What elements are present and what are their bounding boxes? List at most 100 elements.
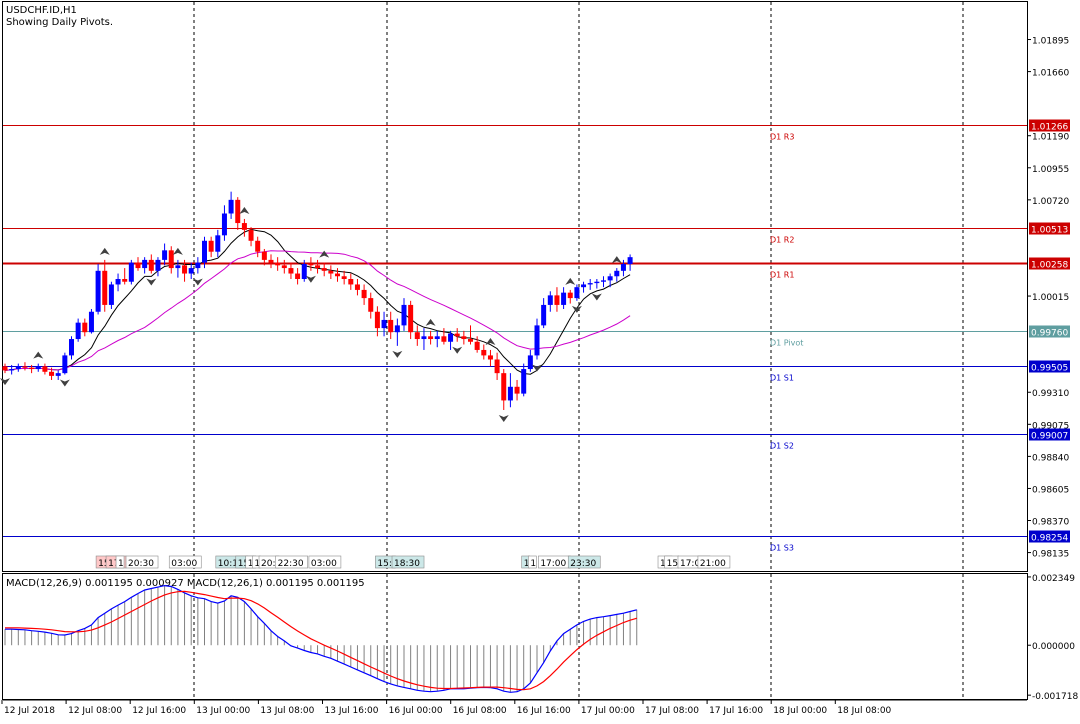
candle-bear — [487, 355, 493, 360]
candle-bull — [228, 199, 234, 214]
candle-bull — [202, 240, 207, 263]
session-label-box — [308, 555, 342, 569]
pivot-price-text: 0.98254 — [1031, 534, 1068, 544]
y-axis-tick-label: 0.99310 — [1032, 389, 1069, 399]
session-label-box — [697, 555, 731, 569]
session-label-text: 20:30 — [128, 559, 154, 569]
candle-bear — [414, 332, 420, 340]
pivot-price-text: 0.99760 — [1031, 329, 1068, 339]
pivot-name-label: D1 R1 — [770, 271, 794, 280]
macd-y-axis-tick-label: 0.000000 — [1032, 642, 1075, 652]
macd-signal-line — [5, 590, 637, 691]
x-axis-tick-label: 18 Jul 08:00 — [837, 706, 891, 716]
candle-bull — [9, 369, 15, 371]
candle-bull — [587, 283, 593, 285]
fractal-down-marker — [392, 350, 403, 358]
candle-bull — [188, 268, 194, 274]
candle-bear — [514, 386, 520, 394]
y-axis-tick-label: 1.00720 — [1032, 197, 1069, 207]
candle-bear — [441, 336, 447, 342]
pivot-price-text: 0.99505 — [1031, 364, 1068, 374]
x-axis-tick-label: 16 Jul 16:00 — [517, 706, 571, 716]
session-label-box — [567, 555, 601, 569]
candle-bear — [567, 292, 573, 299]
candle-bull — [581, 284, 587, 288]
x-axis-tick-label: 12 Jul 08:00 — [68, 706, 122, 716]
session-label-text: 23:30 — [570, 559, 596, 569]
candle-bull — [401, 304, 407, 326]
fractal-down-marker — [591, 293, 602, 301]
candle-bear — [501, 373, 507, 401]
candle-bear — [2, 366, 8, 371]
y-axis-tick-label: 1.00955 — [1032, 165, 1069, 175]
candle-bear — [368, 298, 374, 312]
candle-bear — [341, 276, 347, 279]
candle-bull — [95, 270, 101, 312]
macd-indicator-label: MACD(12,26,9) 0.001195 0.000927 MACD(12,… — [6, 578, 365, 589]
candle-bear — [454, 333, 460, 337]
candle-bear — [408, 304, 414, 333]
pivot-price-tag — [1029, 222, 1070, 235]
candle-bull — [547, 295, 553, 305]
fractal-up-marker — [485, 337, 496, 345]
x-axis-tick-label: 16 Jul 00:00 — [389, 706, 443, 716]
candle-bull — [574, 287, 580, 299]
macd-y-axis-tick-label: 0.002349 — [1032, 574, 1075, 584]
candle-bear — [494, 359, 500, 374]
fractal-up-marker — [319, 250, 330, 258]
candle-bull — [221, 213, 227, 236]
fractal-down-marker — [192, 278, 203, 286]
candle-bull — [108, 284, 114, 305]
chart-symbol-title: USDCHF.ID,H1 — [6, 5, 77, 16]
macd-plot-frame — [2, 573, 1028, 700]
candle-bull — [534, 325, 540, 356]
session-label-box — [168, 555, 202, 569]
session-label-text: 15 — [667, 559, 678, 569]
candle-bull — [607, 276, 613, 281]
pivot-price-text: 0.99007 — [1031, 432, 1068, 442]
candle-bear — [235, 199, 241, 224]
candle-bear — [328, 270, 334, 274]
y-axis-tick-label: 1.01660 — [1032, 69, 1069, 79]
candle-bull — [175, 265, 181, 269]
main-plot-frame — [2, 1, 1028, 572]
candle-bear — [308, 263, 314, 266]
pivot-name-label: D1 S1 — [770, 374, 794, 383]
fractal-down-marker — [305, 275, 316, 283]
candle-bull — [541, 304, 547, 326]
candle-bear — [29, 367, 35, 370]
candle-bull — [394, 325, 400, 333]
y-axis-tick-label: 0.99075 — [1032, 421, 1069, 431]
candle-bear — [374, 311, 380, 329]
chart-subtitle: Showing Daily Pivots. — [6, 17, 113, 28]
candle-bull — [75, 322, 81, 340]
session-label-box — [391, 555, 425, 569]
candle-bear — [295, 273, 301, 279]
candle-bull — [601, 280, 606, 282]
x-axis-tick-label: 13 Jul 16:00 — [325, 706, 379, 716]
candle-bear — [321, 268, 327, 271]
fractal-up-marker — [239, 206, 250, 214]
pivot-price-tag — [1029, 530, 1070, 543]
candle-bull — [301, 263, 307, 279]
pivot-price-tag — [1029, 360, 1070, 373]
macd-y-axis-tick-label: -0.001718 — [1032, 692, 1078, 702]
pivot-name-label: D1 Pivot — [770, 339, 803, 348]
x-axis-tick-label: 12 Jul 16:00 — [132, 706, 186, 716]
candle-bull — [35, 366, 41, 370]
candle-bull — [561, 292, 567, 305]
candle-bear — [208, 240, 214, 252]
fractal-up-marker — [172, 247, 183, 255]
session-label-text: 18:30 — [394, 559, 420, 569]
fractal-down-marker — [571, 305, 582, 313]
ma-slow-line — [4, 250, 631, 371]
candle-bull — [55, 373, 61, 376]
candle-bull — [115, 278, 121, 285]
candle-bull — [448, 333, 454, 342]
session-label-text: 15: — [98, 559, 112, 569]
y-axis-tick-label: 0.98605 — [1032, 485, 1069, 495]
candle-bull — [620, 263, 626, 271]
candle-bear — [474, 341, 480, 350]
